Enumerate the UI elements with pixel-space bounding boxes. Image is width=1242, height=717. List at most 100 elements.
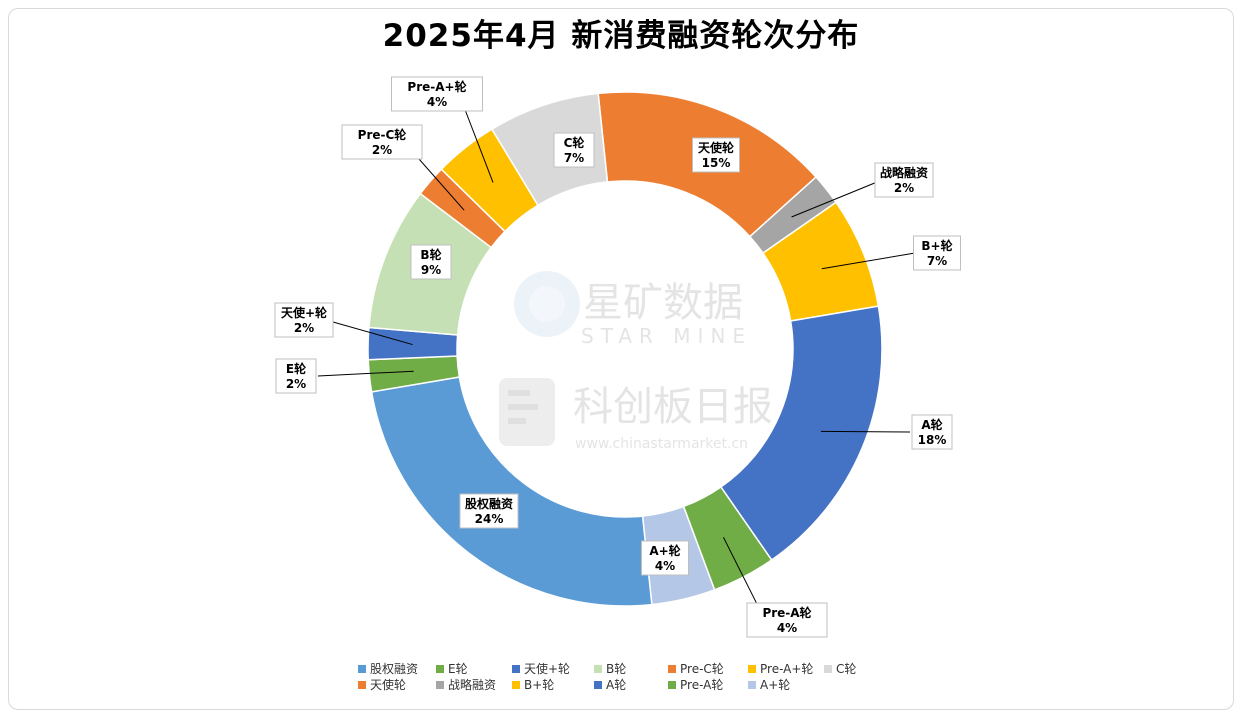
legend-item-A+轮: A+轮 bbox=[748, 676, 790, 693]
legend-swatch bbox=[594, 665, 602, 673]
legend-item-C轮: C轮 bbox=[824, 660, 856, 677]
legend-swatch bbox=[748, 665, 756, 673]
chinastarmarket-logo bbox=[499, 378, 555, 446]
data-label-category: A+轮 bbox=[649, 543, 681, 558]
slice-股权融资 bbox=[370, 376, 653, 607]
legend-label: Pre-A轮 bbox=[680, 678, 724, 692]
watermark-line2: STAR MINE bbox=[581, 324, 752, 348]
data-label-B轮: B轮9% bbox=[410, 244, 452, 280]
data-label-box bbox=[913, 235, 961, 271]
legend-item-Pre-A+轮: Pre-A+轮 bbox=[748, 660, 813, 677]
data-label-box bbox=[874, 162, 934, 198]
data-label-category: B+轮 bbox=[921, 238, 953, 253]
legend-swatch bbox=[594, 681, 602, 689]
legend-label: 天使+轮 bbox=[524, 662, 571, 676]
leader-line-B+轮 bbox=[821, 252, 916, 270]
data-label-category: Pre-C轮 bbox=[358, 127, 408, 142]
leader-line-天使+轮 bbox=[325, 319, 413, 346]
data-label-value: 7% bbox=[564, 151, 584, 165]
watermark-line4: www.chinastarmarket.cn bbox=[575, 436, 748, 452]
data-label-C轮: C轮7% bbox=[553, 132, 595, 168]
legend-item-A轮: A轮 bbox=[594, 676, 626, 693]
legend-swatch bbox=[436, 665, 444, 673]
legend-swatch bbox=[668, 681, 676, 689]
data-label-B+轮: B+轮7% bbox=[913, 235, 961, 271]
legend-item-Pre-A轮: Pre-A轮 bbox=[668, 676, 723, 693]
data-label-box bbox=[341, 124, 423, 160]
legend-label: A+轮 bbox=[760, 678, 791, 692]
data-label-value: 4% bbox=[655, 559, 675, 573]
data-label-Pre-A轮: Pre-A轮4% bbox=[746, 602, 828, 638]
legend-item-战略融资: 战略融资 bbox=[436, 676, 496, 693]
data-label-category: Pre-A+轮 bbox=[407, 79, 467, 94]
data-labels: 天使轮15%战略融资2%B+轮7%A轮18%Pre-A轮4%A+轮4%股权融资2… bbox=[274, 76, 961, 638]
legend-item-股权融资: 股权融资 bbox=[358, 660, 418, 677]
legend-label: A轮 bbox=[606, 678, 627, 692]
data-label-category: A轮 bbox=[921, 417, 943, 432]
star-mine-logo bbox=[514, 271, 580, 337]
data-label-box bbox=[274, 302, 334, 338]
watermark-line1: 星矿数据 bbox=[583, 280, 743, 326]
legend-swatch bbox=[358, 665, 366, 673]
legend-label: B+轮 bbox=[524, 678, 555, 692]
legend-swatch bbox=[824, 665, 832, 673]
data-label-value: 2% bbox=[286, 377, 306, 391]
watermark: 星矿数据 STAR MINE 科创板日报 www.chinastarmarket… bbox=[499, 271, 773, 452]
data-label-value: 9% bbox=[421, 263, 441, 277]
leader-line-A轮 bbox=[820, 430, 911, 433]
data-label-category: B轮 bbox=[420, 247, 442, 262]
leader-line-E轮 bbox=[317, 370, 414, 377]
data-label-Pre-C轮: Pre-C轮2% bbox=[341, 124, 423, 160]
legend-swatch bbox=[748, 681, 756, 689]
data-label-box bbox=[553, 132, 595, 168]
legend-item-天使+轮: 天使+轮 bbox=[512, 660, 570, 677]
data-label-category: Pre-A轮 bbox=[762, 605, 812, 620]
legend-label: C轮 bbox=[836, 662, 857, 676]
data-label-E轮: E轮2% bbox=[275, 358, 317, 394]
data-label-box bbox=[459, 493, 519, 529]
data-label-category: 战略融资 bbox=[880, 165, 928, 180]
chart-title: 2025年4月 新消费融资轮次分布 bbox=[382, 18, 860, 54]
legend-label: E轮 bbox=[448, 662, 468, 676]
legend-swatch bbox=[512, 681, 520, 689]
legend-item-B+轮: B+轮 bbox=[512, 676, 554, 693]
data-label-box bbox=[391, 76, 483, 112]
watermark-line3: 科创板日报 bbox=[573, 384, 773, 430]
donut-slices bbox=[367, 91, 883, 607]
data-label-box bbox=[692, 137, 740, 173]
legend-label: 股权融资 bbox=[370, 662, 419, 676]
data-label-Pre-A+轮: Pre-A+轮4% bbox=[391, 76, 483, 112]
legend-item-Pre-C轮: Pre-C轮 bbox=[668, 660, 724, 677]
data-label-value: 15% bbox=[702, 156, 731, 170]
data-label-value: 2% bbox=[894, 181, 914, 195]
data-label-category: C轮 bbox=[564, 135, 586, 150]
legend-swatch bbox=[668, 665, 676, 673]
slice-C轮 bbox=[490, 92, 609, 207]
legend-label: B轮 bbox=[606, 662, 627, 676]
data-label-value: 4% bbox=[427, 95, 447, 109]
legend-label: 战略融资 bbox=[448, 678, 497, 692]
data-label-天使+轮: 天使+轮2% bbox=[274, 302, 334, 338]
data-label-category: 天使+轮 bbox=[281, 305, 328, 320]
legend-label: Pre-C轮 bbox=[680, 662, 724, 676]
data-label-category: E轮 bbox=[286, 361, 307, 376]
data-label-value: 4% bbox=[777, 621, 797, 635]
data-label-box bbox=[275, 358, 317, 394]
data-label-category: 天使轮 bbox=[698, 140, 735, 155]
data-label-box bbox=[410, 244, 452, 280]
legend-item-天使轮: 天使轮 bbox=[358, 676, 406, 693]
leader-line-战略融资 bbox=[791, 179, 883, 218]
data-label-category: 股权融资 bbox=[465, 496, 513, 511]
legend-swatch bbox=[358, 681, 366, 689]
data-label-value: 2% bbox=[372, 143, 392, 157]
data-label-value: 2% bbox=[294, 321, 314, 335]
data-label-value: 24% bbox=[475, 512, 504, 526]
data-label-value: 18% bbox=[918, 433, 947, 447]
data-label-A+轮: A+轮4% bbox=[641, 540, 689, 576]
legend-label: 天使轮 bbox=[370, 678, 407, 692]
data-label-box bbox=[746, 602, 828, 638]
